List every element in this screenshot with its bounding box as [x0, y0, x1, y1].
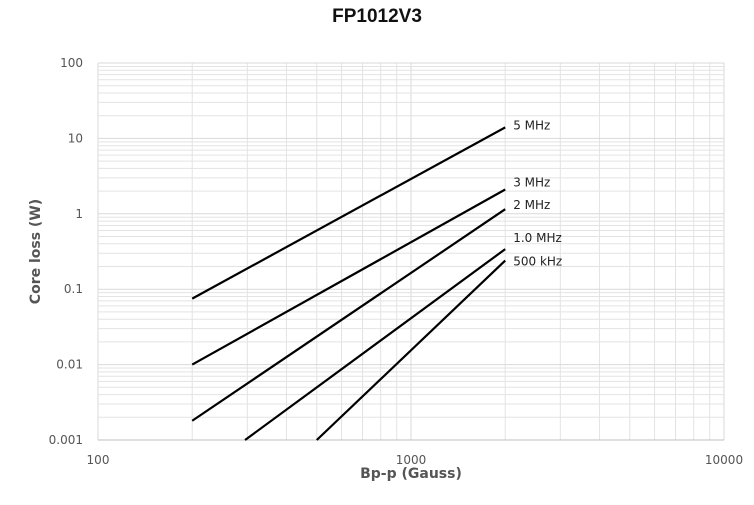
y-tick-label: 100	[60, 56, 83, 70]
series-label: 1.0 MHz	[513, 231, 562, 245]
x-tick-labels: 100 1000 10000	[87, 453, 744, 467]
series-label: 3 MHz	[513, 176, 550, 190]
series-line	[244, 248, 506, 441]
series-line	[191, 188, 506, 366]
series-labels: 5 MHz 3 MHz 2 MHz 1.0 MHz 500 kHz	[513, 118, 562, 268]
y-tick-label: 0.01	[56, 358, 83, 372]
y-tick-label: 0.1	[64, 282, 83, 296]
y-tick-label: 10	[68, 131, 83, 145]
x-tick-label: 1000	[396, 453, 427, 467]
y-tick-labels: 0.001 0.01 0.1 1 10 100	[49, 56, 83, 447]
series-lines	[191, 126, 506, 441]
series-label: 2 MHz	[513, 198, 550, 212]
chart-title: FP1012V3	[332, 6, 422, 27]
series-line	[316, 259, 506, 441]
x-tick-label: 100	[87, 453, 110, 467]
y-axis-title: Core loss (W)	[28, 199, 44, 304]
grid	[97, 62, 725, 441]
series-line	[191, 126, 506, 300]
x-axis-title: Bp-p (Gauss)	[360, 466, 462, 482]
y-tick-label: 1	[75, 207, 83, 221]
series-line	[191, 208, 506, 422]
series-label: 500 kHz	[513, 255, 562, 269]
y-tick-label: 0.001	[49, 433, 83, 447]
series-label: 5 MHz	[513, 118, 550, 132]
x-tick-label: 10000	[705, 453, 743, 467]
